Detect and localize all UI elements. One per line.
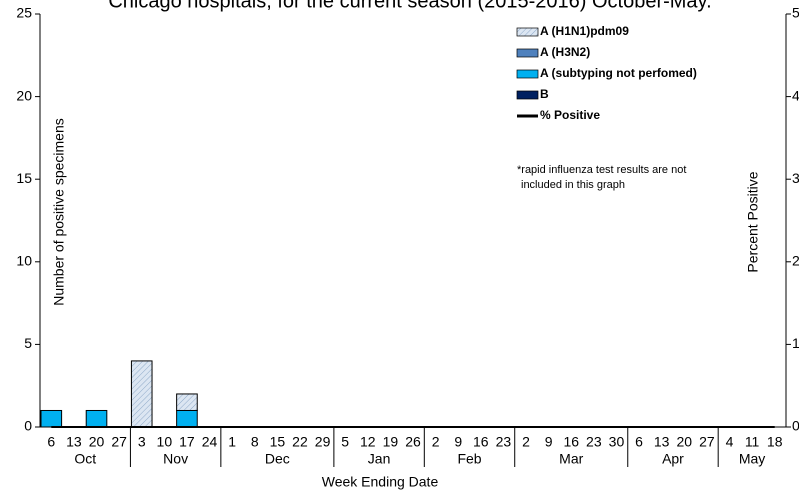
y-tick-label: 15 <box>16 170 32 186</box>
legend-label: A (H3N2) <box>540 45 590 59</box>
bar <box>85 409 108 428</box>
y-tick-label: 10 <box>16 253 32 269</box>
x-tick-label: 20 <box>676 434 692 450</box>
x-axis-title: Week Ending Date <box>322 474 439 490</box>
x-tick-label: 23 <box>586 434 602 450</box>
y2-tick-label: 2 <box>792 253 799 269</box>
note: *rapid influenza test results are not <box>517 164 686 176</box>
x-tick-label: 13 <box>66 434 82 450</box>
month-label: Nov <box>163 451 188 467</box>
month-label: Oct <box>74 451 96 467</box>
x-tick-label: 9 <box>545 434 553 450</box>
y-tick-label: 0 <box>24 418 32 434</box>
legend-label: A (subtyping not perfomed) <box>540 66 697 80</box>
x-tick-label: 4 <box>726 434 734 450</box>
chart-title: Chicago hospitals, for the current seaso… <box>108 0 711 12</box>
legend-swatch <box>516 90 539 100</box>
x-tick-label: 5 <box>341 434 349 450</box>
x-tick-label: 11 <box>745 434 760 450</box>
x-tick-label: 16 <box>563 434 579 450</box>
month-label: Jan <box>368 451 391 467</box>
x-tick-label: 6 <box>47 434 55 450</box>
legend-swatch <box>516 27 539 37</box>
x-tick-label: 18 <box>767 434 783 450</box>
x-tick-label: 13 <box>654 434 670 450</box>
x-tick-label: 30 <box>609 434 625 450</box>
legend-swatch <box>516 69 539 79</box>
x-tick-label: 3 <box>138 434 146 450</box>
x-tick-label: 15 <box>270 434 286 450</box>
x-tick-label: 24 <box>202 434 218 450</box>
bar <box>40 409 63 428</box>
y2-tick-label: 0 <box>792 418 799 434</box>
y-tick-label: 25 <box>16 5 32 21</box>
x-tick-label: 10 <box>157 434 173 450</box>
month-label: Dec <box>265 451 290 467</box>
legend-label: A (H1N1)pdm09 <box>540 24 629 38</box>
bar <box>176 393 198 411</box>
month-label: Feb <box>457 451 481 467</box>
legend-label: B <box>540 87 549 101</box>
x-tick-label: 29 <box>315 434 331 450</box>
x-tick-label: 9 <box>454 434 462 450</box>
legend-label: % Positive <box>540 108 600 122</box>
x-tick-label: 23 <box>496 434 512 450</box>
bar <box>176 409 198 428</box>
month-label: Apr <box>662 451 684 467</box>
x-tick-label: 8 <box>251 434 259 450</box>
y2-tick-label: 4 <box>792 87 799 103</box>
month-label: May <box>739 451 765 467</box>
x-tick-label: 20 <box>89 434 105 450</box>
y2-tick-label: 5 <box>792 5 799 21</box>
y-tick-label: 5 <box>24 335 32 351</box>
y2-tick-label: 1 <box>792 335 799 351</box>
month-label: Mar <box>559 451 583 467</box>
x-tick-label: 19 <box>383 434 399 450</box>
legend-swatch <box>516 48 539 58</box>
y2-tick-label: 3 <box>792 170 799 186</box>
x-tick-label: 22 <box>292 434 308 450</box>
x-tick-label: 6 <box>635 434 643 450</box>
x-tick-label: 27 <box>699 434 715 450</box>
x-tick-label: 2 <box>522 434 530 450</box>
y-axis-title: Number of positive specimens <box>51 118 67 306</box>
bar <box>130 360 153 428</box>
note: included in this graph <box>521 179 625 191</box>
x-tick-label: 17 <box>179 434 195 450</box>
x-tick-label: 1 <box>228 434 236 450</box>
x-tick-label: 26 <box>405 434 421 450</box>
y-tick-label: 20 <box>16 87 32 103</box>
x-tick-label: 16 <box>473 434 489 450</box>
y2-axis-title: Percent Positive <box>745 171 761 272</box>
x-tick-label: 2 <box>432 434 440 450</box>
x-tick-label: 27 <box>111 434 127 450</box>
x-tick-label: 12 <box>360 434 376 450</box>
